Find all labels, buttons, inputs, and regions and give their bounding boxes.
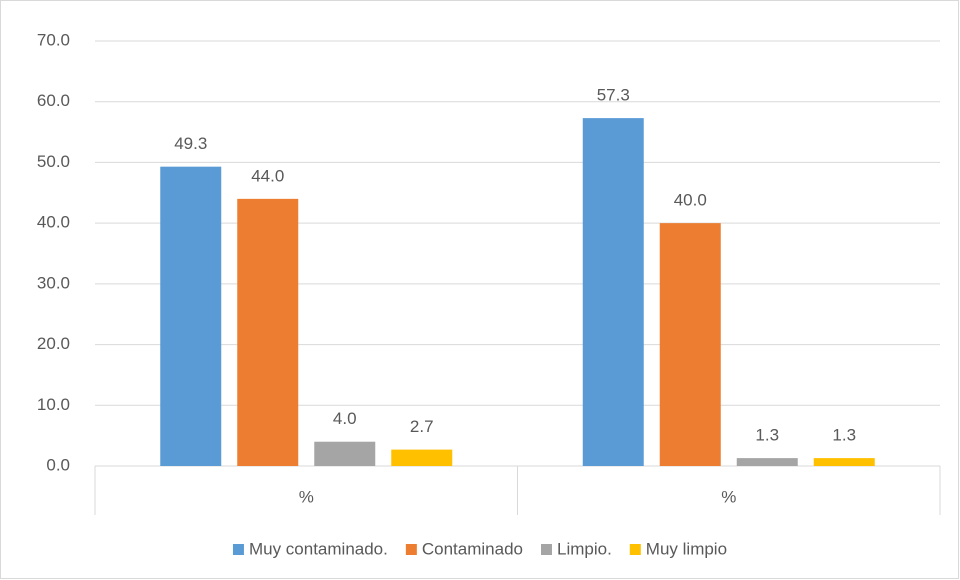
legend-swatch	[232, 544, 244, 555]
y-tick-label: 60.0	[37, 91, 70, 110]
legend-swatch	[540, 544, 552, 555]
legend-swatch	[405, 544, 417, 555]
x-tick-label: %	[721, 487, 736, 506]
value-label: 49.3	[174, 134, 207, 153]
legend-label: Limpio.	[557, 539, 612, 558]
value-label: 1.3	[755, 426, 779, 445]
bar	[314, 441, 376, 466]
value-label: 57.3	[597, 86, 630, 105]
value-label: 40.0	[674, 191, 707, 210]
y-tick-label: 0.0	[46, 455, 70, 474]
y-tick-label: 10.0	[37, 395, 70, 414]
legend-label: Muy contaminado.	[249, 539, 388, 558]
legend-label: Muy limpio	[646, 539, 727, 558]
x-tick-label: %	[299, 487, 314, 506]
value-label: 44.0	[251, 166, 284, 185]
bar	[391, 449, 453, 466]
value-label: 4.0	[333, 409, 357, 428]
bar	[736, 458, 798, 466]
bar	[160, 166, 222, 466]
y-tick-label: 20.0	[37, 334, 70, 353]
value-label: 1.3	[832, 426, 856, 445]
bar	[659, 223, 721, 466]
bar	[237, 198, 299, 466]
bar	[582, 118, 644, 466]
value-label: 2.7	[410, 417, 434, 436]
bar	[813, 458, 875, 466]
legend-swatch	[629, 544, 641, 555]
y-tick-label: 30.0	[37, 273, 70, 292]
y-tick-label: 50.0	[37, 152, 70, 171]
y-tick-label: 40.0	[37, 213, 70, 232]
legend-label: Contaminado	[422, 539, 523, 558]
y-tick-label: 70.0	[37, 30, 70, 49]
